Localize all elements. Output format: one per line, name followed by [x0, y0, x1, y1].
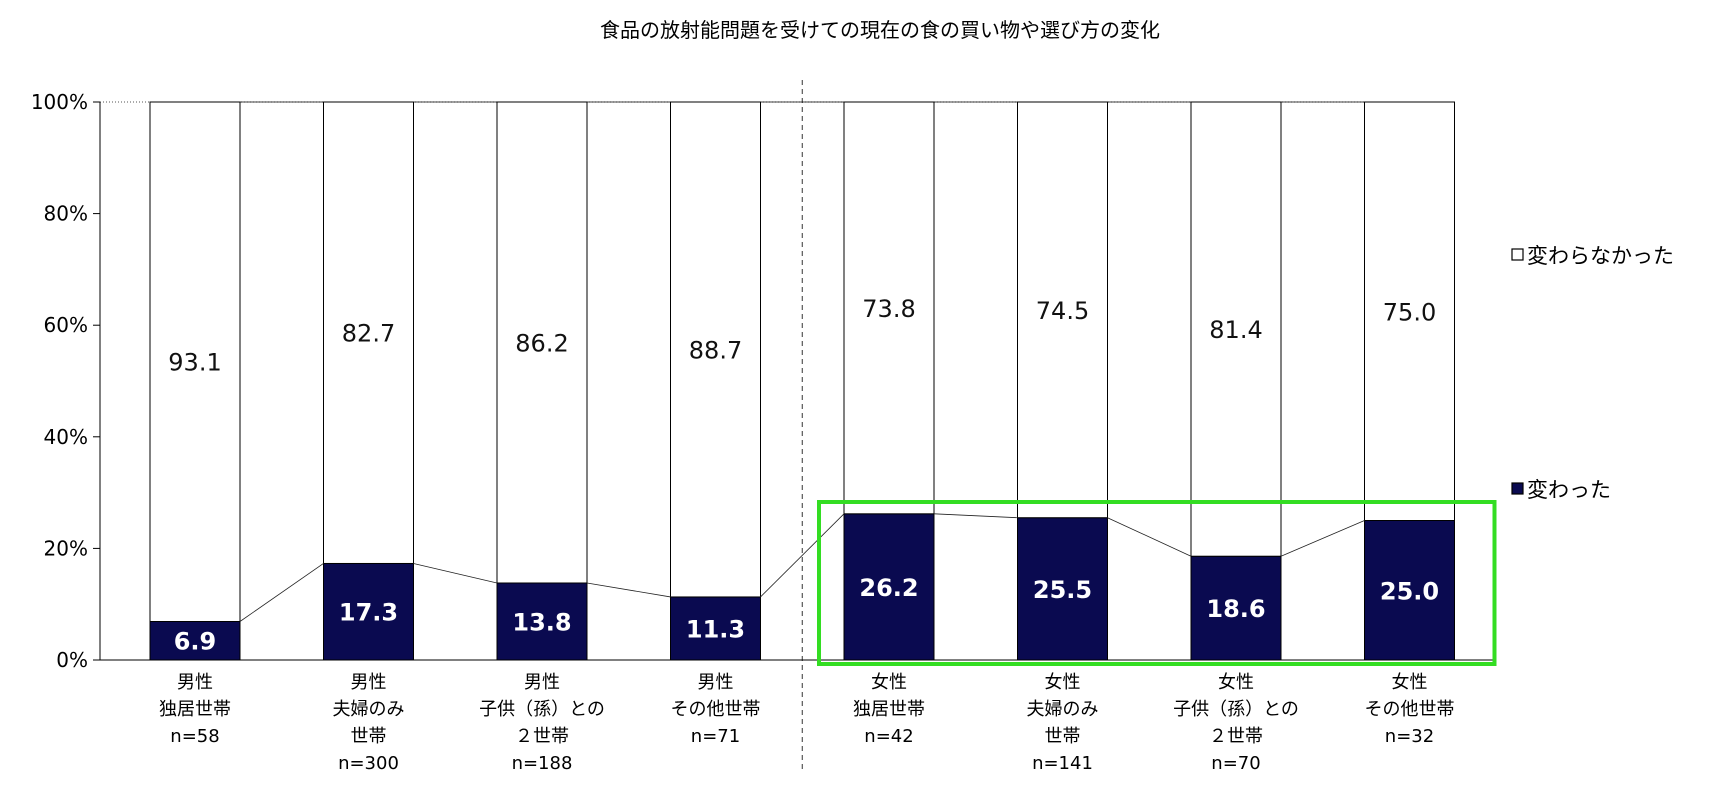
series-connector-changed: [586, 582, 671, 598]
bar-unchanged: [843, 101, 935, 515]
series-connector-changed: [1107, 517, 1192, 557]
category-label: 男性その他世帯 n=71: [671, 672, 761, 747]
y-tick-label: 20%: [44, 536, 88, 560]
highlight-box: [817, 500, 1497, 666]
bar-unchanged: [1190, 101, 1282, 557]
data-label-unchanged: 82.7: [342, 320, 395, 348]
category-label: 男性子供（孫）との２世帯 n=188: [479, 672, 605, 774]
bar-unchanged: [1364, 101, 1455, 521]
data-label-changed: 6.9: [174, 628, 217, 656]
category-label: 男性夫婦のみ世帯 n=300: [333, 672, 405, 774]
category-label: 女性子供（孫）との２世帯 n=70: [1173, 672, 1299, 774]
y-tick-label: 0%: [56, 648, 88, 672]
data-label-changed: 25.0: [1380, 577, 1439, 605]
bar-changed: [496, 582, 588, 661]
y-tick-label: 80%: [44, 202, 88, 226]
data-label-unchanged: 88.7: [689, 336, 742, 364]
bar-changed: [1190, 555, 1282, 661]
data-label-changed: 11.3: [686, 615, 745, 643]
data-label-changed: 17.3: [339, 599, 398, 627]
category-label: 女性その他世帯 n=32: [1365, 672, 1455, 747]
bar-changed: [1017, 517, 1108, 661]
bar-unchanged: [1017, 101, 1108, 519]
bar-unchanged: [149, 101, 241, 622]
data-label-unchanged: 75.0: [1383, 298, 1436, 326]
y-tick-label: 60%: [44, 313, 88, 337]
data-label-changed: 18.6: [1206, 595, 1265, 623]
bar-changed: [843, 513, 935, 661]
legend-label: 変わった: [1527, 478, 1611, 502]
data-label-changed: 26.2: [859, 574, 918, 602]
bar-unchanged: [670, 101, 761, 598]
bar-unchanged: [323, 101, 414, 564]
series-connector-changed: [933, 513, 1018, 519]
category-label: 女性夫婦のみ世帯 n=141: [1027, 672, 1099, 774]
bar-changed: [670, 596, 761, 661]
bar-changed: [1364, 520, 1455, 661]
series-connector-changed: [760, 513, 845, 598]
data-label-unchanged: 73.8: [862, 295, 915, 323]
data-label-unchanged: 93.1: [168, 349, 221, 377]
data-label-changed: 13.8: [512, 608, 571, 636]
data-label-unchanged: 86.2: [515, 329, 568, 357]
legend-swatch: [1511, 248, 1524, 261]
data-label-unchanged: 81.4: [1209, 316, 1262, 344]
y-tick-label: 100%: [31, 90, 88, 114]
series-connector-changed: [239, 563, 324, 622]
category-label: 男性独居世帯 n=58: [159, 672, 231, 747]
series-connector-changed: [413, 563, 498, 584]
legend-swatch: [1511, 482, 1524, 495]
category-label: 女性独居世帯 n=42: [853, 672, 925, 747]
data-label-changed: 25.5: [1033, 576, 1092, 604]
series-connector-changed: [1280, 520, 1365, 557]
legend-label: 変わらなかった: [1527, 244, 1674, 268]
data-label-unchanged: 74.5: [1036, 297, 1089, 325]
y-tick-label: 40%: [44, 425, 88, 449]
chart-title: 食品の放射能問題を受けての現在の食の買い物や選び方の変化: [600, 18, 1160, 42]
bar-unchanged: [496, 101, 588, 584]
